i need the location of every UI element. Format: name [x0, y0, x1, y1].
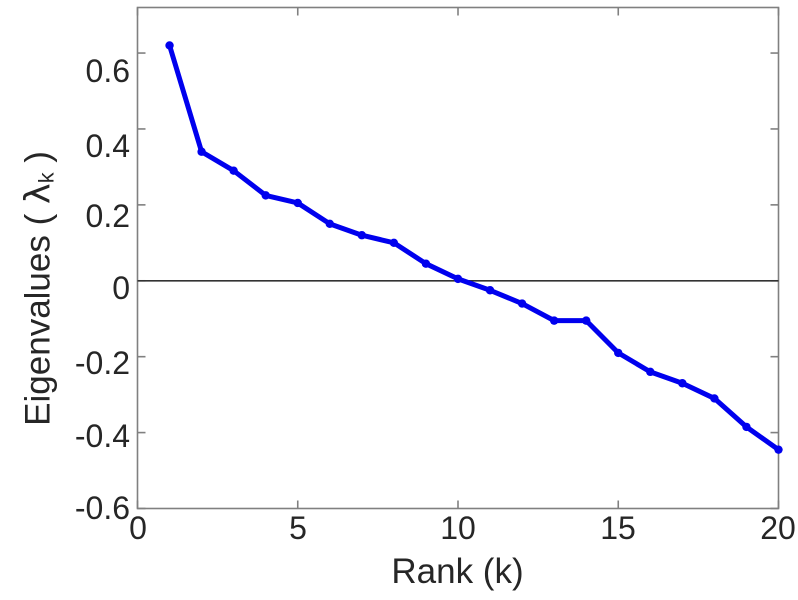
y-tick-label: -0.4 — [74, 418, 130, 454]
y-tick-label: 0.2 — [85, 198, 130, 234]
y-tick-label: -0.2 — [74, 345, 130, 381]
data-point-marker — [325, 219, 334, 229]
y-tick-label: 0.6 — [85, 53, 130, 89]
data-point-marker — [421, 259, 431, 268]
data-point-marker — [293, 198, 302, 208]
data-series-line — [167, 42, 781, 453]
data-point-marker — [453, 274, 463, 284]
data-point-marker — [357, 231, 367, 240]
tick-marks — [136, 7, 780, 510]
x-tick-label: 15 — [600, 510, 636, 546]
x-tick-label: 0 — [129, 510, 147, 546]
x-tick-label: 10 — [440, 510, 476, 546]
data-point-marker — [485, 286, 495, 295]
y-tick-label: 0.4 — [85, 128, 130, 164]
data-point-marker — [549, 316, 559, 325]
x-tick-label: 20 — [760, 510, 796, 546]
data-point-marker — [229, 166, 238, 175]
axes-frame — [136, 6, 780, 510]
x-tick-label: 5 — [289, 510, 307, 546]
data-point-marker — [165, 41, 174, 50]
data-point-marker — [710, 394, 719, 403]
y-tick-label: -0.6 — [74, 490, 130, 526]
y-tick-label: 0 — [112, 270, 130, 306]
y-tick-label-group: 0.6 0.4 0.2 0 -0.2 -0.4 -0.6 — [50, 0, 130, 524]
data-point-marker — [742, 422, 751, 432]
data-point-marker — [582, 316, 591, 325]
data-point-marker — [646, 367, 655, 377]
data-point-marker — [614, 348, 623, 358]
data-point-marker — [389, 238, 399, 248]
data-point-marker — [774, 445, 783, 454]
data-point-markers — [165, 41, 783, 454]
x-axis-title: Rank (k) — [391, 552, 524, 591]
data-point-marker — [517, 299, 527, 308]
data-point-marker — [678, 379, 687, 388]
data-point-marker — [197, 147, 206, 156]
data-point-marker — [261, 191, 270, 200]
